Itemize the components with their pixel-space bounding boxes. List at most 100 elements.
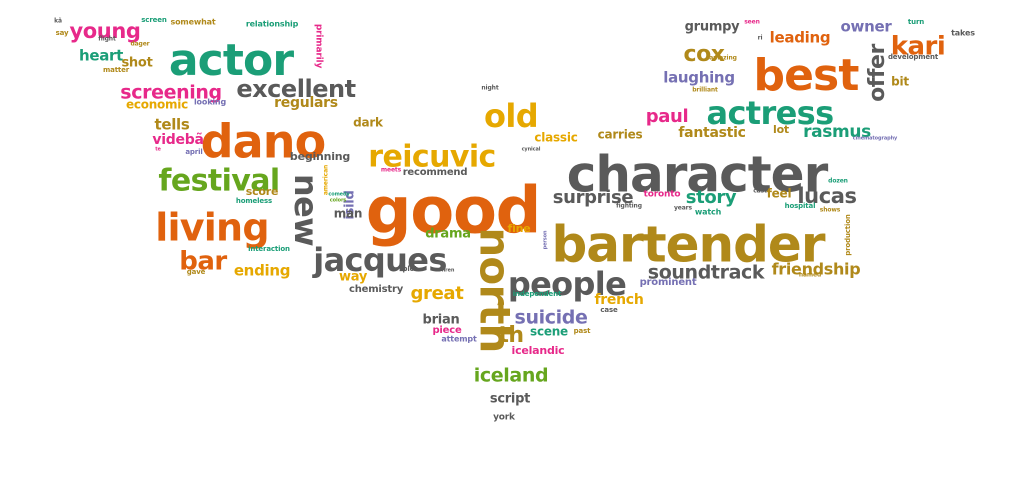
word-score: score xyxy=(246,185,278,198)
word-script: script xyxy=(490,392,530,407)
word-regulars: regulars xyxy=(274,95,338,111)
word-actor: actor xyxy=(169,35,295,86)
word-homeless: homeless xyxy=(236,197,272,205)
word-brian: brian xyxy=(423,313,460,328)
word-shows: shows xyxy=(820,207,841,214)
word-cast: cast xyxy=(753,188,767,195)
word-french: french xyxy=(594,292,643,308)
word-fighting: fighting xyxy=(616,203,642,210)
word-amazing: amazing xyxy=(709,55,737,62)
word-named: named xyxy=(799,272,821,279)
word-seen: seen xyxy=(744,19,760,26)
word-owner: owner xyxy=(841,18,893,36)
word-best: best xyxy=(753,50,859,101)
word-character: character xyxy=(567,146,829,204)
word-drama: drama xyxy=(425,227,471,242)
word-old: old xyxy=(484,97,538,135)
word-night: night xyxy=(481,85,498,92)
word-fantastic: fantastic xyxy=(678,125,745,141)
word-carries: carries xyxy=(598,128,643,142)
word-looking: looking xyxy=(194,98,227,107)
word-flight: flight xyxy=(98,36,116,43)
word-april: april xyxy=(185,148,202,156)
word-development: development xyxy=(888,53,939,61)
word-interaction: interaction xyxy=(248,245,290,253)
word-fine: fine xyxy=(508,222,531,235)
word-cinematography: cinematography xyxy=(853,136,898,142)
word-york: york xyxy=(493,413,516,423)
word-th: th xyxy=(498,323,523,348)
word-scene: scene xyxy=(530,325,568,339)
word-bit: bit xyxy=(891,75,909,89)
word-past: past xyxy=(574,327,591,335)
word-relationship: relationship xyxy=(246,20,299,29)
word-grumpy: grumpy xyxy=(685,20,741,35)
word-dark: dark xyxy=(353,116,384,130)
word-te: te xyxy=(155,147,161,153)
word-turn: turn xyxy=(908,18,924,26)
word-brilliant: brilliant xyxy=(692,87,718,94)
word-north: north xyxy=(471,227,520,352)
word-screening: screening xyxy=(120,82,221,104)
word-case: case xyxy=(600,306,618,314)
word-hren: hren xyxy=(442,268,455,274)
word-attempt: attempt xyxy=(441,335,477,344)
word-videb-: videbã xyxy=(152,132,203,148)
word-dager: dager xyxy=(130,41,149,48)
word-economic: economic xyxy=(126,98,188,112)
word-american: american xyxy=(323,165,330,195)
word-k-: kã xyxy=(54,18,62,25)
word-jacques: jacques xyxy=(311,241,447,279)
word-iceland: iceland xyxy=(474,365,548,387)
word-actress: actress xyxy=(707,94,834,132)
word-feel: feel xyxy=(767,187,792,201)
word-great: great xyxy=(411,283,465,304)
word-living: living xyxy=(155,206,269,250)
word-leading: leading xyxy=(770,29,831,47)
word-friendship: friendship xyxy=(772,260,861,279)
word-reicuvic: reicuvic xyxy=(368,140,495,175)
word-shot: shot xyxy=(121,56,152,71)
word-somewhat: somewhat xyxy=(170,18,215,27)
word-colors: colors xyxy=(330,198,347,204)
word-suicide: suicide xyxy=(515,307,588,329)
word-dozen: dozen xyxy=(828,178,848,185)
word-heart: heart xyxy=(79,47,123,65)
word-hospital: hospital xyxy=(785,202,816,210)
word-rasmus: rasmus xyxy=(803,122,871,142)
word-person: person xyxy=(543,230,549,249)
word-lucas: lucas xyxy=(797,184,856,208)
word-takes: takes xyxy=(951,29,975,38)
word-ending: ending xyxy=(234,262,290,280)
word-chemistry: chemistry xyxy=(349,284,404,295)
word-offer: offer xyxy=(865,43,890,101)
word-beginning: beginning xyxy=(290,150,350,163)
word-excellent: excellent xyxy=(236,75,355,103)
word-good: good xyxy=(366,175,540,249)
word-prominent: prominent xyxy=(640,277,697,288)
word-new: new xyxy=(287,174,325,246)
word-way: way xyxy=(339,270,368,285)
word-piece: piece xyxy=(432,325,461,336)
word-laughing: laughing xyxy=(663,69,735,87)
word-tells: tells xyxy=(154,116,189,134)
word-recommend: recommend xyxy=(403,167,468,178)
word-lot: lot xyxy=(773,123,789,136)
word-cox: cox xyxy=(683,42,724,67)
word-meets: meets xyxy=(381,167,402,174)
word-icelandic: icelandic xyxy=(512,344,565,357)
word-primarily: primarily xyxy=(314,24,324,69)
word-festival: festival xyxy=(158,164,279,199)
word-kari: kari xyxy=(891,32,946,62)
word-people: people xyxy=(508,265,626,303)
word-bartender: bartender xyxy=(552,216,826,274)
word-paul: paul xyxy=(646,106,689,127)
word-years: years xyxy=(674,205,693,212)
word-classic: classic xyxy=(534,131,577,145)
word-man: man xyxy=(334,207,362,221)
word-cynical: cynical xyxy=(522,147,541,153)
word-soundtrack: soundtrack xyxy=(648,262,765,284)
word-independent: independent xyxy=(513,290,562,298)
